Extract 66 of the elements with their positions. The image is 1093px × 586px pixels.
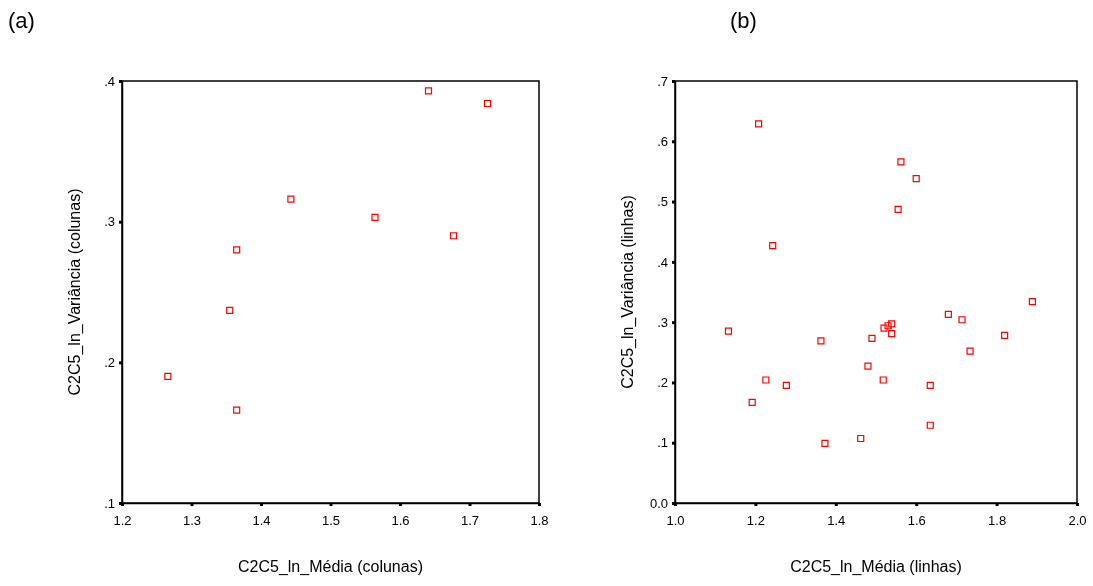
y-tick-label: .5 <box>657 194 668 210</box>
point <box>226 306 234 314</box>
x-tick-label: 2.0 <box>1068 513 1087 529</box>
y-tick-label: .2 <box>657 375 668 391</box>
x-tick-label: 1.6 <box>391 513 410 529</box>
point <box>864 362 872 370</box>
point <box>880 324 888 332</box>
point <box>897 158 905 166</box>
point <box>371 213 379 222</box>
point <box>926 381 934 390</box>
point <box>926 421 934 429</box>
point <box>888 320 896 328</box>
point <box>782 381 790 390</box>
x-tick-label: 1.6 <box>907 513 926 529</box>
x-tick-label: 1.4 <box>252 513 271 529</box>
y-tick-label: 0.0 <box>649 495 668 511</box>
point <box>1001 331 1009 340</box>
point <box>1028 298 1036 306</box>
point <box>449 232 458 240</box>
point <box>483 99 492 108</box>
y-tick-label: .4 <box>657 254 668 270</box>
y-axis-title: C2C5_ln_Variância (colunas) <box>66 188 84 396</box>
x-tick-label: 1.4 <box>827 513 846 529</box>
chart-title: (a) <box>8 8 35 33</box>
x-tick-label: 1.2 <box>113 513 132 529</box>
x-axis-title: C2C5_ln_Média (linhas) <box>790 558 962 576</box>
point <box>894 205 902 214</box>
x-tick-label: 1.5 <box>321 513 341 529</box>
point <box>769 241 777 250</box>
y-tick-label: .1 <box>104 495 115 511</box>
point <box>233 246 241 254</box>
x-tick-label: 1.3 <box>182 513 202 529</box>
point <box>944 310 952 318</box>
y-tick-label: .6 <box>657 133 668 149</box>
point <box>888 330 896 338</box>
point <box>912 175 920 183</box>
point <box>868 334 876 343</box>
point <box>821 439 829 447</box>
point <box>857 434 865 443</box>
point <box>724 327 733 335</box>
point <box>879 376 887 384</box>
x-tick-label: 1.7 <box>460 513 480 529</box>
point <box>424 87 433 95</box>
x-tick-label: 1.8 <box>530 513 549 529</box>
y-tick-label: .3 <box>104 214 115 230</box>
point <box>287 195 295 203</box>
point <box>233 406 241 414</box>
x-tick-label: 1.0 <box>666 513 685 529</box>
y-tick-label: .3 <box>657 314 668 330</box>
x-tick-label: 1.8 <box>988 513 1007 529</box>
point <box>958 316 966 324</box>
point <box>884 322 892 330</box>
x-axis-title: C2C5_ln_Média (colunas) <box>238 558 423 576</box>
point <box>966 347 974 355</box>
y-axis-title: C2C5_ln_Variância (linhas) <box>619 195 637 389</box>
y-tick-label: .1 <box>657 435 668 451</box>
y-tick-label: .4 <box>104 73 115 89</box>
x-tick-label: 1.2 <box>746 513 765 529</box>
chart-title: (b) <box>730 8 757 33</box>
point <box>748 398 756 406</box>
y-tick-label: .2 <box>104 354 115 370</box>
y-tick-label: .7 <box>657 73 668 89</box>
point <box>762 376 770 384</box>
point <box>817 337 825 345</box>
point <box>755 120 763 128</box>
point <box>164 372 172 380</box>
